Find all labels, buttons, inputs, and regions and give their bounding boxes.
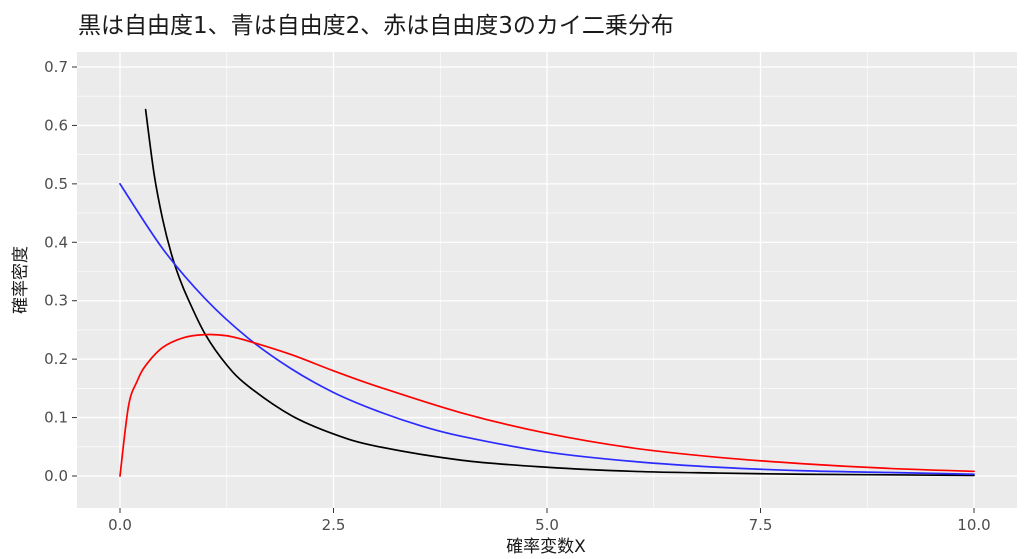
y-tick-label: 0.5 [44, 175, 68, 193]
y-tick-label: 0.2 [44, 350, 68, 368]
chart-title: 黒は自由度1、青は自由度2、赤は自由度3のカイ二乗分布 [78, 13, 674, 39]
y-tick-label: 0.1 [44, 409, 68, 427]
y-tick-label: 0.4 [44, 233, 68, 251]
series-layer [119, 108, 975, 477]
axis-ticks: 0.0 2.5 5.0 7.5 10.0 0.0 0.1 0.2 0.3 0.4 0.5 0.6 0.7 [44, 58, 991, 534]
x-tick-label: 10.0 [957, 516, 990, 534]
y-axis-title: 確率密度 [11, 246, 31, 314]
y-tick-label: 0.7 [44, 58, 68, 76]
y-tick-label: 0.3 [44, 292, 68, 310]
x-tick-label: 2.5 [322, 516, 346, 534]
series-line-3 [119, 333, 975, 477]
x-tick-label: 5.0 [535, 516, 559, 534]
x-tick-label: 0.0 [108, 516, 132, 534]
x-tick-label: 7.5 [749, 516, 773, 534]
y-tick-label: 0.0 [44, 467, 68, 485]
series-line-2 [119, 183, 975, 476]
y-tick-label: 0.6 [44, 116, 68, 134]
major-grid [77, 52, 1017, 508]
x-axis-title: 確率変数X [506, 537, 586, 557]
series-line-1 [144, 108, 975, 477]
